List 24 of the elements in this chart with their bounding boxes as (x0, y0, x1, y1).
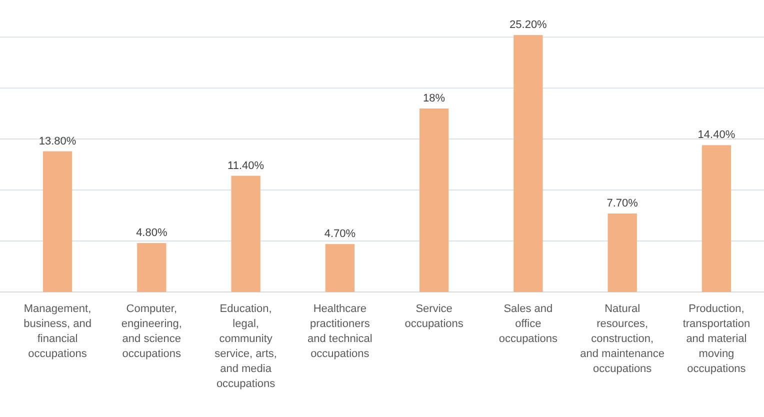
data-label: 25.20% (510, 19, 548, 32)
x-tick-label: Natural resources, construction, and maintenance occupations (580, 303, 665, 375)
x-tick-label: Healthcare practitioners and technical occupations (308, 303, 372, 360)
data-label: 18% (423, 92, 446, 104)
x-tick-label: Education, legal, community service, arts, and media occupations (214, 303, 277, 390)
x-tick-label: Service occupations (404, 303, 464, 330)
x-tick-label: Management, business, and financial occupations (24, 303, 92, 360)
data-label: 7.70% (606, 197, 638, 210)
data-label: 4.80% (136, 227, 168, 240)
bar (702, 145, 732, 292)
data-label: 11.40% (228, 160, 264, 172)
x-tick-label: Computer, engineering, and science occupations (121, 303, 182, 360)
x-tick-label: Production, transportation and material moving occupations (682, 303, 750, 375)
bar (137, 243, 166, 292)
bar (419, 108, 449, 292)
bar (325, 244, 355, 292)
data-label: 14.40% (698, 129, 736, 142)
x-tick-label: Sales and office occupations (498, 303, 558, 345)
bar (231, 176, 260, 292)
bar (608, 213, 637, 292)
bar (42, 151, 72, 292)
data-label: 4.70% (324, 228, 356, 240)
data-label: 13.80% (38, 135, 76, 148)
bar (514, 35, 543, 292)
